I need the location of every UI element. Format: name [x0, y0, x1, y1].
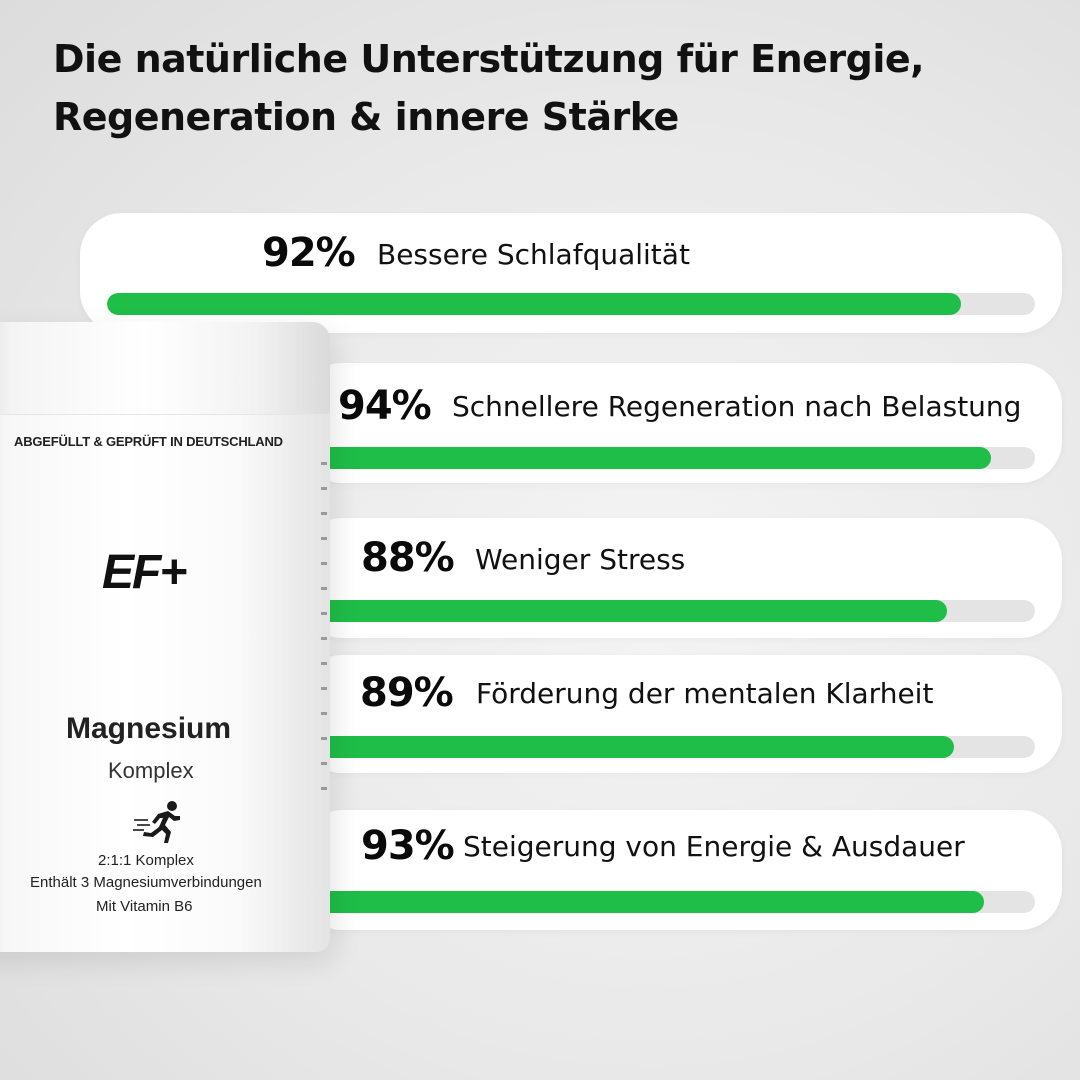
stat-percent-3: 88% — [361, 535, 455, 581]
stat-label-4: Förderung der mentalen Klarheit — [476, 677, 934, 710]
stat-bar-track-2 — [300, 447, 1035, 469]
stat-bar-fill-3 — [300, 600, 947, 622]
stat-percent-5: 93% — [361, 823, 455, 869]
stat-bar-track-3 — [300, 600, 1035, 622]
stat-bar-fill-4 — [300, 736, 955, 758]
stat-bar-track-1 — [107, 293, 1035, 315]
stat-percent-2: 94% — [338, 383, 432, 429]
headline-line-2: Regeneration & innere Stärke — [53, 95, 679, 139]
headline-line-1: Die natürliche Unterstützung für Energie… — [53, 37, 925, 81]
product-detail-2: Enthält 3 Magnesiumverbindungen — [30, 874, 262, 891]
stat-label-2: Schnellere Regeneration nach Belastung — [452, 390, 1022, 423]
stat-percent-1: 92% — [262, 230, 356, 276]
stat-bar-track-5 — [300, 891, 1035, 913]
product-jar — [0, 322, 330, 952]
product-subname: Komplex — [108, 758, 194, 783]
stat-bar-fill-1 — [107, 293, 961, 315]
runner-icon — [133, 801, 180, 843]
stat-card-1 — [80, 213, 1062, 333]
product-detail-3: Mit Vitamin B6 — [96, 898, 193, 915]
stat-percent-4: 89% — [360, 670, 454, 716]
stat-bar-fill-5 — [300, 891, 984, 913]
headline: Die natürliche Unterstützung für Energie… — [53, 30, 1013, 146]
product-name: Magnesium — [66, 712, 232, 745]
product-jar-lid — [0, 322, 330, 415]
stat-bar-fill-2 — [300, 447, 991, 469]
product-side-label — [315, 440, 331, 840]
stat-label-5: Steigerung von Energie & Ausdauer — [463, 830, 965, 863]
stat-bar-track-4 — [300, 736, 1035, 758]
product-made-in: ABGEFÜLLT & GEPRÜFT IN DEUTSCHLAND — [14, 434, 283, 449]
brand-logo: EF+ — [102, 546, 187, 599]
product-detail-1: 2:1:1 Komplex — [98, 852, 194, 869]
stat-label-3: Weniger Stress — [475, 543, 686, 576]
stat-label-1: Bessere Schlafqualität — [377, 238, 690, 271]
